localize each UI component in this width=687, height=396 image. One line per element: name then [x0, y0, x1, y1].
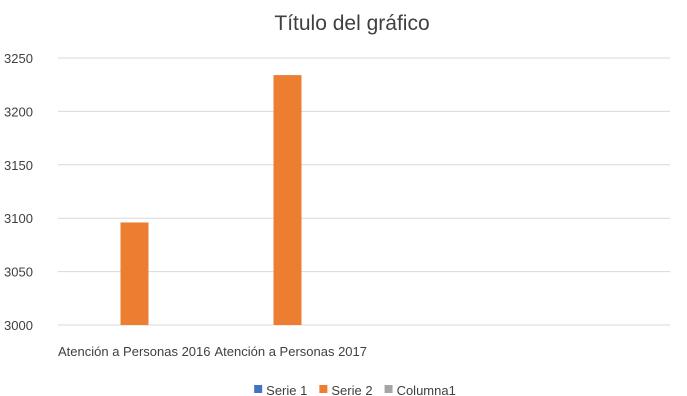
legend-label: Serie 2: [331, 383, 372, 396]
x-axis-categories: Atención a Personas 2016 Atención a Perso…: [58, 344, 367, 359]
legend-swatch: [319, 385, 328, 393]
bar: [273, 75, 302, 325]
bars: [120, 75, 302, 325]
y-tick-label: 3150: [4, 158, 33, 173]
chart-title: Título del gráfico: [274, 12, 429, 35]
legend-swatch: [384, 385, 393, 393]
x-category-label: Atención a Personas 2016: [58, 344, 211, 359]
y-tick-label: 3200: [4, 104, 33, 119]
y-tick-label: 3250: [4, 51, 33, 66]
bar: [120, 222, 149, 325]
legend-swatch: [254, 385, 263, 393]
y-tick-label: 3050: [4, 265, 33, 280]
legend-label: Columna1: [397, 383, 456, 396]
legend: Serie 1 Serie 2 Columna1: [254, 383, 456, 396]
y-axis-ticks: 3000 3050 3100 3150 3200 3250: [4, 51, 33, 333]
y-tick-label: 3100: [4, 211, 33, 226]
gridlines: [58, 57, 670, 326]
y-tick-label: 3000: [4, 318, 33, 333]
legend-label: Serie 1: [266, 383, 307, 396]
x-category-label: Atención a Personas 2017: [215, 344, 368, 359]
